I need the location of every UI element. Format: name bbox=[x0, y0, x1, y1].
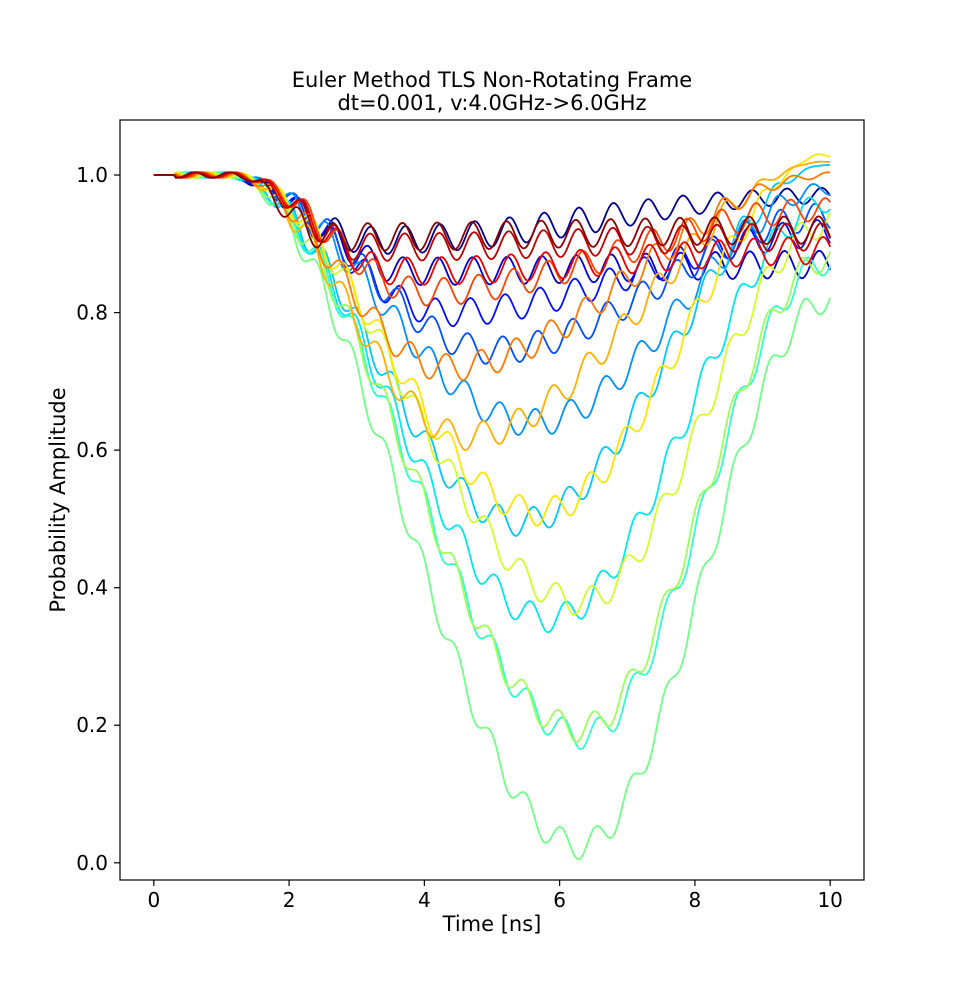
y-tick-label: 0.6 bbox=[76, 438, 108, 462]
series-line bbox=[153, 171, 831, 616]
y-tick-label: 0.0 bbox=[76, 851, 108, 875]
y-axis-label: Probability Amplitude bbox=[46, 387, 70, 612]
series-line bbox=[153, 171, 832, 286]
y-tick-label: 0.2 bbox=[76, 713, 108, 737]
series-line bbox=[153, 171, 832, 262]
x-tick-label: 8 bbox=[689, 888, 702, 912]
series-line bbox=[153, 153, 831, 527]
x-tick-label: 10 bbox=[817, 888, 842, 912]
y-axis-ticks: 0.0 0.2 0.4 0.6 0.8 1.0 bbox=[76, 163, 120, 875]
x-tick-label: 6 bbox=[553, 888, 566, 912]
x-tick-label: 0 bbox=[147, 888, 160, 912]
series-line bbox=[153, 171, 832, 252]
series-line bbox=[153, 171, 832, 286]
series-line bbox=[153, 171, 832, 861]
x-axis-label: Time [ns] bbox=[442, 912, 542, 936]
series-layer bbox=[153, 153, 832, 861]
y-tick-label: 0.4 bbox=[76, 576, 108, 600]
x-axis-ticks: 0 2 4 6 8 10 bbox=[147, 880, 843, 912]
chart-subtitle: dt=0.001, v:4.0GHz->6.0GHz bbox=[337, 91, 646, 115]
series-line bbox=[153, 171, 831, 328]
series-line bbox=[153, 171, 831, 436]
plot-frame bbox=[119, 119, 865, 881]
chart-title: Euler Method TLS Non-Rotating Frame bbox=[292, 68, 692, 92]
x-tick-label: 4 bbox=[418, 888, 431, 912]
y-tick-label: 1.0 bbox=[76, 163, 108, 187]
x-tick-label: 2 bbox=[283, 888, 296, 912]
series-line bbox=[153, 171, 832, 744]
y-tick-label: 0.8 bbox=[76, 301, 108, 325]
